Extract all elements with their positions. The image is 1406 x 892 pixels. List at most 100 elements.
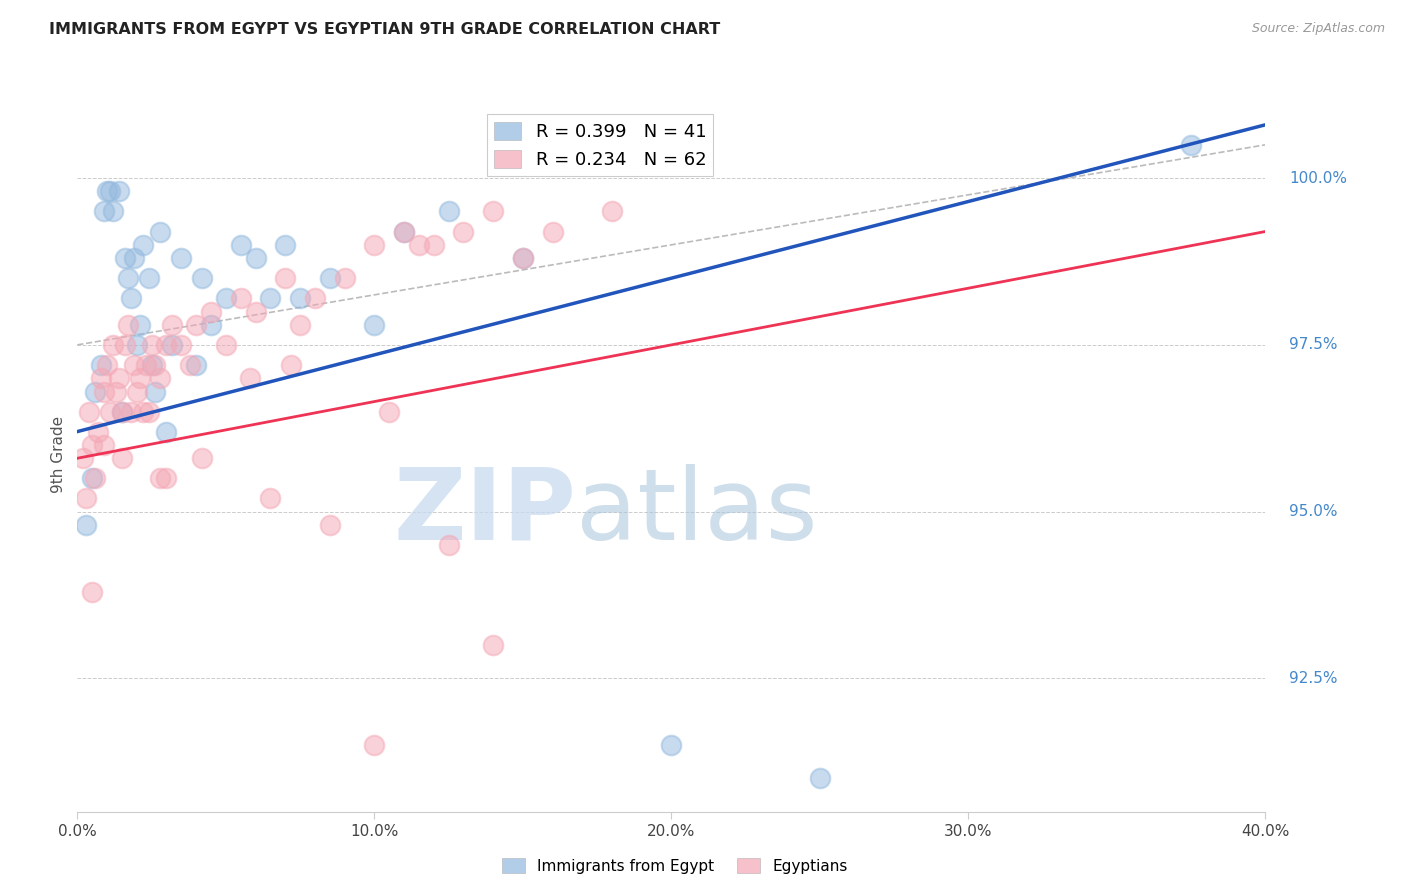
Point [319,518,342,533]
Point [245,304,267,318]
Point [96,358,118,372]
Point [82,471,104,485]
Point [75,518,97,533]
Point [808,772,831,786]
Point [120,291,142,305]
Point [149,371,172,385]
Point [162,338,184,352]
Text: ZIP: ZIP [394,464,576,560]
Point [155,338,177,352]
Point [117,271,139,285]
Point [191,271,214,285]
Text: 95.0%: 95.0% [1289,504,1337,519]
Point [131,404,153,418]
Point [138,271,160,285]
Point [143,384,166,399]
Point [135,358,157,372]
Point [77,404,100,418]
Point [259,491,281,506]
Point [186,358,208,372]
Point [93,204,115,219]
Legend: R = 0.399   N = 41, R = 0.234   N = 62: R = 0.399 N = 41, R = 0.234 N = 62 [486,114,713,177]
Point [122,358,145,372]
Point [108,185,131,199]
Point [72,451,94,466]
Point [423,237,446,252]
Text: 92.5%: 92.5% [1289,671,1337,686]
Point [114,338,136,352]
Point [90,358,112,372]
Point [200,318,222,332]
Text: atlas: atlas [576,464,818,560]
Point [122,251,145,265]
Point [437,538,460,552]
Point [319,271,342,285]
Point [141,358,163,372]
Point [98,404,121,418]
Point [333,271,356,285]
Point [111,451,134,466]
Point [108,371,131,385]
Point [82,438,104,452]
Point [274,271,297,285]
Point [482,638,505,652]
Point [143,358,166,372]
Point [128,318,150,332]
Point [138,404,160,418]
Point [104,384,127,399]
Point [101,338,124,352]
Point [131,237,153,252]
Point [120,404,142,418]
Point [229,291,252,305]
Point [87,425,110,439]
Point [84,471,107,485]
Point [1180,137,1202,152]
Point [482,204,505,219]
Point [101,204,124,219]
Point [75,491,97,506]
Point [162,318,184,332]
Point [128,371,150,385]
Point [186,318,208,332]
Text: Source: ZipAtlas.com: Source: ZipAtlas.com [1251,22,1385,36]
Point [125,384,148,399]
Point [288,318,311,332]
Point [245,251,267,265]
Point [274,237,297,252]
Point [453,225,475,239]
Point [229,237,252,252]
Point [215,338,238,352]
Point [191,451,214,466]
Point [363,237,385,252]
Point [661,738,683,752]
Point [512,251,534,265]
Point [170,338,193,352]
Point [141,338,163,352]
Point [125,338,148,352]
Text: 97.5%: 97.5% [1289,337,1337,352]
Point [215,291,238,305]
Point [437,204,460,219]
Point [363,738,385,752]
Text: IMMIGRANTS FROM EGYPT VS EGYPTIAN 9TH GRADE CORRELATION CHART: IMMIGRANTS FROM EGYPT VS EGYPTIAN 9TH GR… [49,22,720,37]
Point [378,404,401,418]
Legend: Immigrants from Egypt, Egyptians: Immigrants from Egypt, Egyptians [496,852,853,880]
Point [512,251,534,265]
Point [280,358,302,372]
Point [93,438,115,452]
Point [155,425,177,439]
Text: 100.0%: 100.0% [1289,170,1347,186]
Y-axis label: 9th Grade: 9th Grade [51,417,66,493]
Point [170,251,193,265]
Point [111,404,134,418]
Point [363,318,385,332]
Point [149,225,172,239]
Point [600,204,623,219]
Point [259,291,281,305]
Point [304,291,326,305]
Point [114,251,136,265]
Point [200,304,222,318]
Point [111,404,134,418]
Point [96,185,118,199]
Point [98,185,121,199]
